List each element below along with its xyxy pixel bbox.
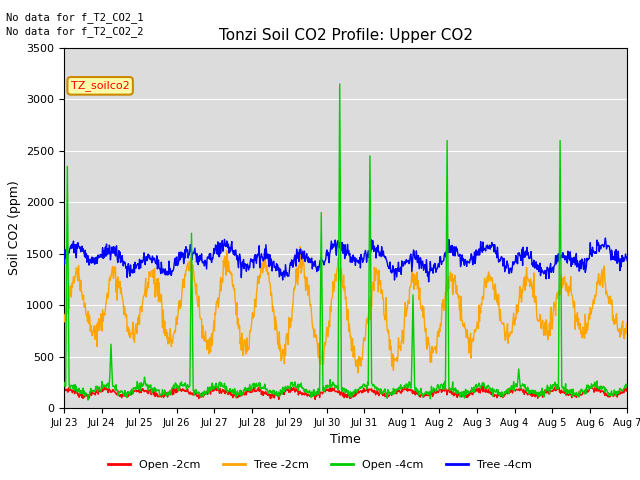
Tree -4cm (623, 258, 631, 264)
Open -4cm (611, 387, 618, 393)
Open -4cm (84, 397, 92, 403)
X-axis label: Time: Time (330, 433, 361, 446)
Line: Open -2cm: Open -2cm (64, 386, 627, 399)
Tree -2cm (296, 244, 304, 250)
Text: TZ_soilco2: TZ_soilco2 (71, 80, 129, 91)
Open -2cm (612, 390, 620, 396)
Tree -4cm (611, 257, 618, 263)
Tree -4cm (358, 255, 366, 261)
Tree -4cm (255, 243, 263, 249)
Open -2cm (360, 389, 367, 395)
Open -2cm (316, 391, 324, 396)
Open -2cm (256, 384, 264, 389)
Open -4cm (107, 341, 115, 347)
Tree -2cm (355, 370, 362, 376)
Y-axis label: Soil CO2 (ppm): Soil CO2 (ppm) (8, 180, 20, 276)
Text: No data for f_T2_CO2_2: No data for f_T2_CO2_2 (6, 26, 144, 37)
Open -4cm (256, 385, 264, 391)
Line: Tree -4cm: Tree -4cm (64, 238, 627, 282)
Tree -2cm (611, 322, 618, 327)
Open -4cm (60, 383, 68, 388)
Open -2cm (623, 388, 631, 394)
Line: Open -4cm: Open -4cm (64, 84, 627, 400)
Open -4cm (360, 382, 367, 388)
Legend: Open -2cm, Tree -2cm, Open -4cm, Tree -4cm: Open -2cm, Tree -2cm, Open -4cm, Tree -4… (104, 456, 536, 474)
Tree -4cm (612, 258, 620, 264)
Tree -2cm (107, 277, 115, 283)
Open -4cm (316, 390, 323, 396)
Text: No data for f_T2_CO2_1: No data for f_T2_CO2_1 (6, 12, 144, 23)
Tree -2cm (623, 322, 631, 328)
Open -2cm (611, 392, 618, 397)
Title: Tonzi Soil CO2 Profile: Upper CO2: Tonzi Soil CO2 Profile: Upper CO2 (219, 28, 472, 43)
Open -2cm (255, 388, 263, 394)
Open -4cm (336, 81, 344, 87)
Tree -4cm (315, 265, 323, 271)
Line: Tree -2cm: Tree -2cm (64, 247, 627, 373)
Tree -4cm (60, 255, 68, 261)
Tree -2cm (360, 341, 367, 347)
Tree -4cm (425, 279, 433, 285)
Tree -2cm (60, 312, 68, 318)
Open -2cm (275, 396, 283, 402)
Tree -4cm (107, 257, 115, 263)
Tree -4cm (602, 235, 609, 241)
Tree -2cm (316, 360, 323, 365)
Tree -2cm (612, 311, 620, 316)
Open -2cm (107, 389, 115, 395)
Open -2cm (60, 384, 68, 390)
Open -4cm (612, 389, 620, 395)
Tree -2cm (255, 278, 263, 284)
Open -4cm (623, 384, 631, 390)
